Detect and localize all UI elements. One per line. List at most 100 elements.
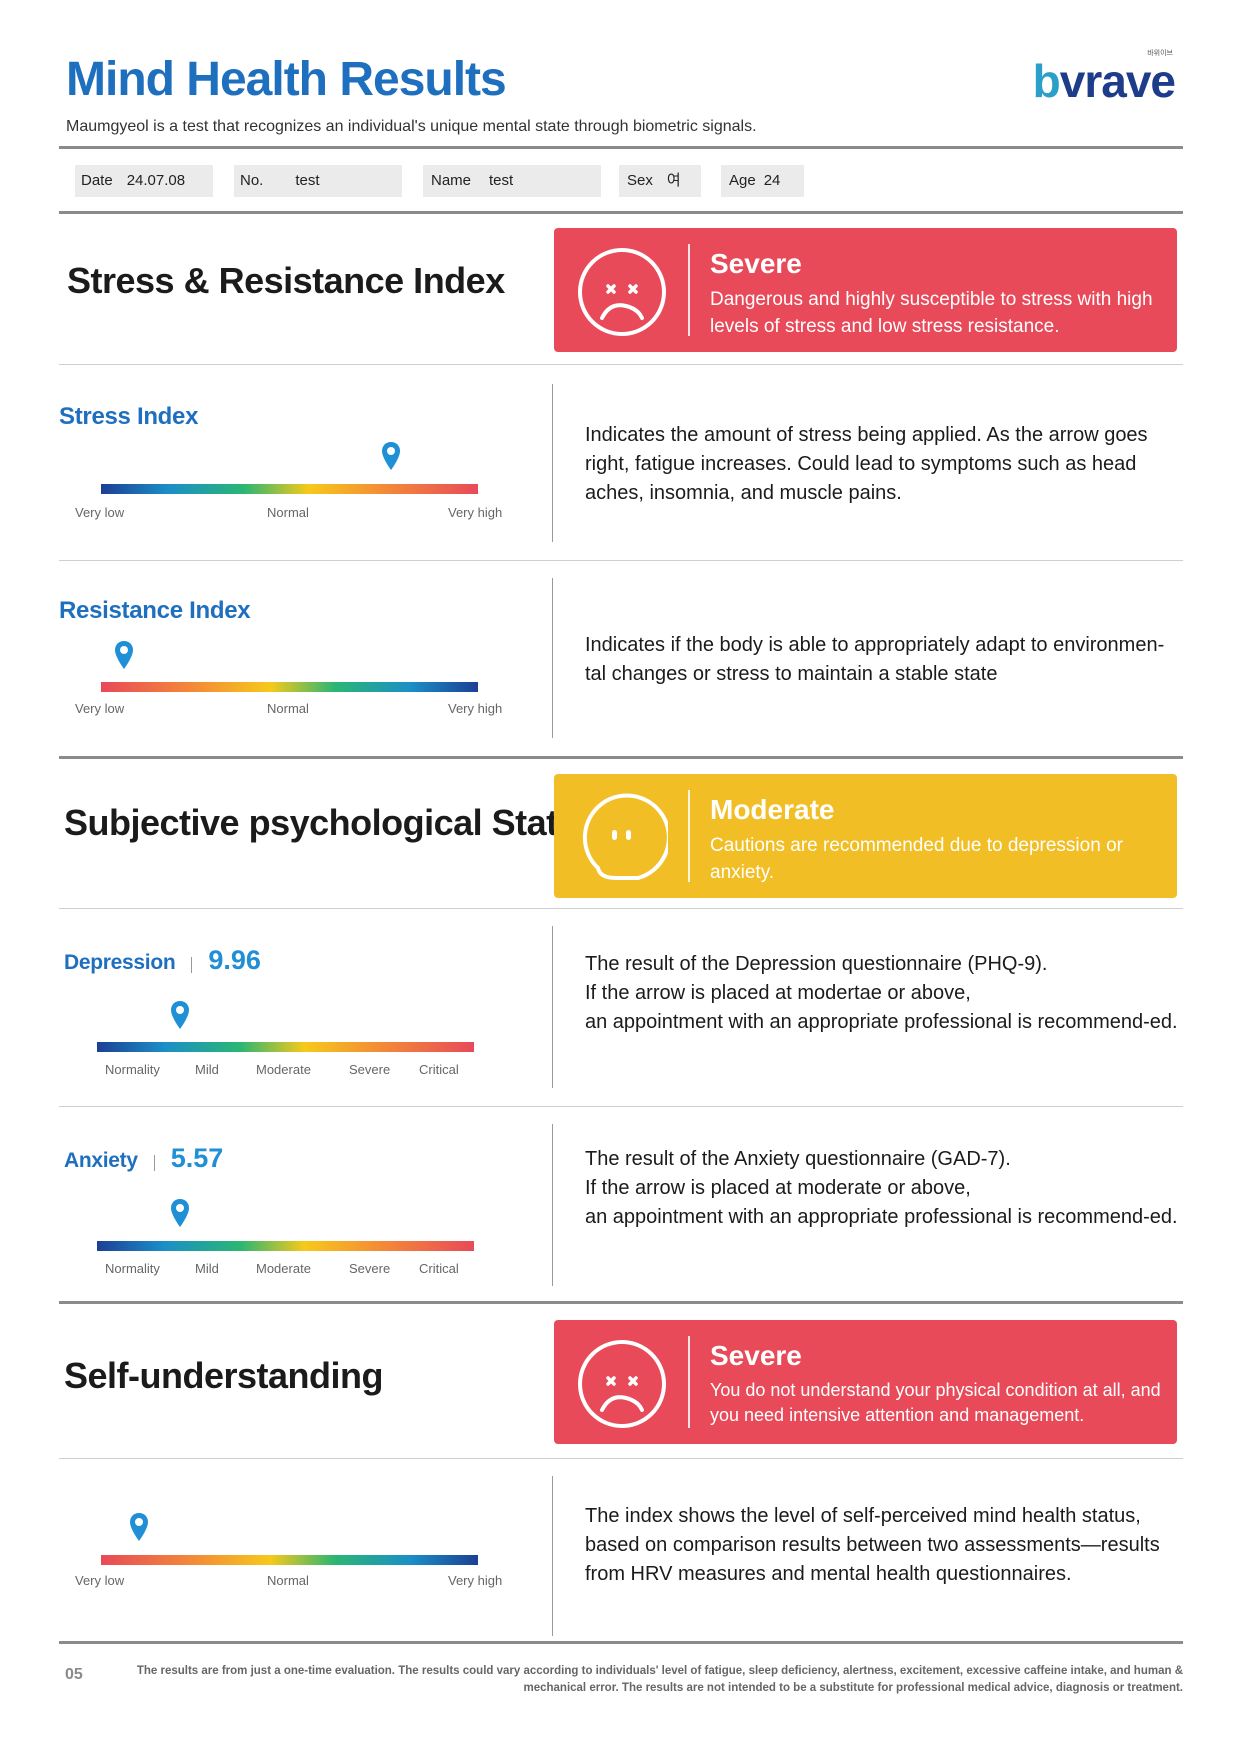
scale-label-normal: Normal xyxy=(267,1573,309,1588)
self-understanding-description: The index shows the level of self-percei… xyxy=(585,1505,1160,1585)
location-pin-icon xyxy=(382,442,401,470)
sad-face-icon xyxy=(578,1340,666,1428)
anxiety-header: Anxiety 5.57 xyxy=(64,1143,223,1174)
vertical-divider xyxy=(552,578,553,738)
depression-description: The result of the Depression questionnai… xyxy=(585,950,1180,1037)
resistance-index-description: Indicates if the body is able to appropr… xyxy=(585,634,1165,685)
status-divider xyxy=(688,1336,690,1428)
vertical-divider xyxy=(552,1476,553,1636)
stress-resistance-status-box: Severe Dangerous and highly susceptible … xyxy=(554,228,1177,352)
status-divider xyxy=(688,244,690,336)
divider xyxy=(59,211,1183,214)
scale-label-normal: Normal xyxy=(267,701,309,716)
logo-rest: vrave xyxy=(1059,55,1176,107)
scale-label-very-high: Very high xyxy=(448,1573,503,1588)
disclaimer-text: The results are from just a one-time eva… xyxy=(136,1665,1183,1694)
divider xyxy=(59,146,1183,149)
divider xyxy=(59,756,1183,759)
sex-label: Sex xyxy=(627,172,653,189)
scale-label-mild: Mild xyxy=(195,1261,219,1276)
vertical-divider xyxy=(552,926,553,1088)
logo-b: b xyxy=(1032,55,1061,107)
status-divider xyxy=(688,790,690,882)
status-label: Severe xyxy=(710,248,802,279)
number-value: test xyxy=(295,172,320,189)
scale-label-moderate: Moderate xyxy=(256,1261,311,1276)
page-title: Mind Health Results xyxy=(66,53,507,106)
resistance-index-title: Resistance Index xyxy=(59,597,251,624)
name-value: test xyxy=(489,172,514,189)
depression-title: Depression xyxy=(64,951,176,974)
anxiety-description: The result of the Anxiety questionnaire … xyxy=(585,1145,1180,1232)
section-title-self-understanding: Self-understanding xyxy=(64,1355,384,1396)
separator xyxy=(191,956,193,973)
scale-label-very-high: Very high xyxy=(448,701,503,716)
status-description: Cautions are recommended due to depressi… xyxy=(710,835,1123,883)
scale-label-very-high: Very high xyxy=(448,505,503,520)
date-field: Date 24.07.08 xyxy=(75,165,213,197)
stress-index-title: Stress Index xyxy=(59,403,199,430)
status-label: Moderate xyxy=(710,794,835,825)
resistance-gradient-bar xyxy=(101,682,478,692)
depression-score: 9.96 xyxy=(208,945,261,975)
self-understanding-status-box: Severe You do not understand your physic… xyxy=(554,1320,1177,1444)
location-pin-icon xyxy=(114,641,133,669)
anxiety-title: Anxiety xyxy=(64,1149,138,1172)
separator xyxy=(153,1154,155,1171)
description-line: If the arrow is placed at modertae or ab… xyxy=(585,982,971,1004)
divider xyxy=(59,1106,1183,1107)
depression-gradient-bar xyxy=(97,1042,474,1052)
scale-label-normality: Normality xyxy=(105,1261,160,1276)
divider xyxy=(59,1458,1183,1459)
scale-label-mild: Mild xyxy=(195,1062,219,1077)
description-line: The result of the Depression questionnai… xyxy=(585,953,1048,975)
divider xyxy=(59,908,1183,909)
section-title-psychological: Subjective psychological State xyxy=(64,802,578,843)
number-field: No. test xyxy=(234,165,402,197)
number-label: No. xyxy=(240,172,264,189)
location-pin-icon xyxy=(170,1001,189,1029)
vertical-divider xyxy=(552,384,553,542)
scale-label-severe: Severe xyxy=(349,1261,391,1276)
self-understanding-gradient-bar xyxy=(101,1555,478,1565)
sad-face-icon xyxy=(578,248,666,336)
scale-label-normal: Normal xyxy=(267,505,309,520)
sex-value: 여 xyxy=(666,172,681,189)
anxiety-gradient-bar xyxy=(97,1241,474,1251)
age-field: Age 24 xyxy=(721,165,804,197)
stress-index-description: Indicates the amount of stress being app… xyxy=(585,424,1148,504)
location-pin-icon xyxy=(170,1199,189,1227)
scale-label-moderate: Moderate xyxy=(256,1062,311,1077)
status-label: Severe xyxy=(710,1340,802,1371)
date-value: 24.07.08 xyxy=(126,172,186,189)
scale-label-critical: Critical xyxy=(419,1062,459,1077)
brand-logo: 바위이브 bvrave xyxy=(1005,49,1176,107)
divider xyxy=(59,364,1183,365)
scale-label-very-low: Very low xyxy=(75,701,125,716)
scale-label-very-low: Very low xyxy=(75,505,125,520)
description-line: If the arrow is placed at moderate or ab… xyxy=(585,1177,971,1199)
vertical-divider xyxy=(552,1124,553,1286)
scale-label-normality: Normality xyxy=(105,1062,160,1077)
description-line: an appointment with an appropriate profe… xyxy=(585,1206,1178,1228)
age-label: Age xyxy=(729,172,756,189)
page-subtitle: Maumgyeol is a test that recognizes an i… xyxy=(66,118,757,135)
location-pin-icon xyxy=(129,1513,148,1541)
scale-label-severe: Severe xyxy=(349,1062,391,1077)
page-number: 05 xyxy=(65,1666,83,1683)
name-label: Name xyxy=(431,172,472,189)
psychological-status-box: Moderate Cautions are recommended due to… xyxy=(554,774,1177,898)
scale-label-very-low: Very low xyxy=(75,1573,125,1588)
date-label: Date xyxy=(81,172,113,189)
section-title-stress-resistance: Stress & Resistance Index xyxy=(67,260,505,301)
status-description: You do not understand your physical cond… xyxy=(710,1380,1161,1425)
name-field: Name test xyxy=(423,165,601,197)
divider xyxy=(59,1641,1183,1644)
logo-korean-text: 바위이브 xyxy=(1147,49,1173,57)
divider xyxy=(59,1301,1183,1304)
sex-field: Sex 여 xyxy=(619,165,701,197)
description-line: an appointment with an appropriate profe… xyxy=(585,1011,1178,1033)
anxiety-score: 5.57 xyxy=(170,1143,224,1173)
age-value: 24 xyxy=(763,172,781,189)
neutral-face-icon xyxy=(582,793,668,880)
